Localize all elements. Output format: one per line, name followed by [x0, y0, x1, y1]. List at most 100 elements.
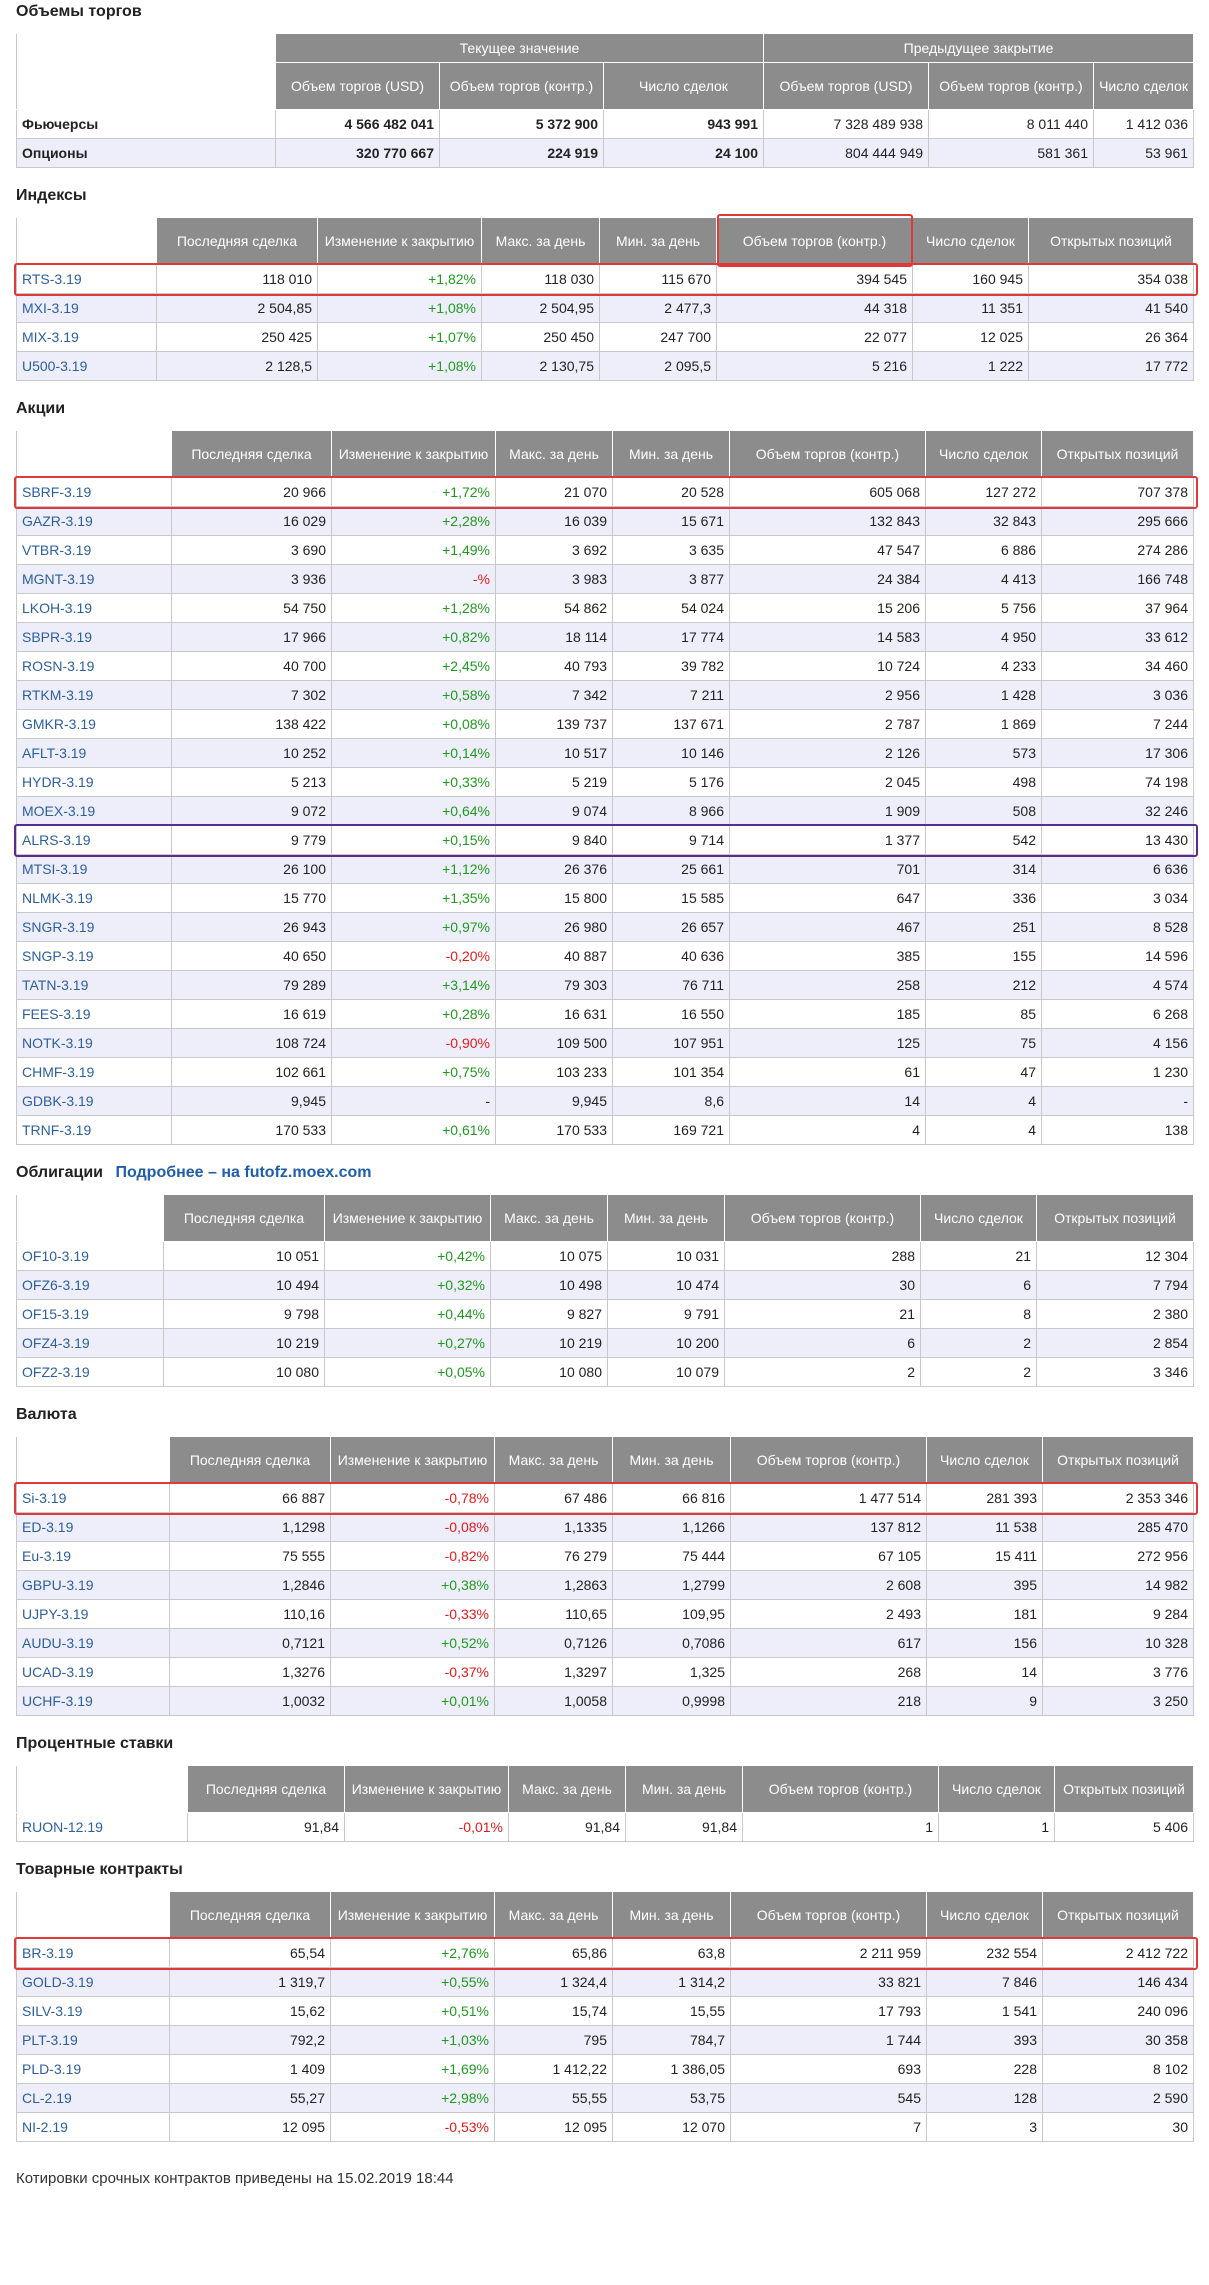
currency-col-header[interactable]: Число сделок: [926, 1436, 1043, 1484]
contract-link[interactable]: PLD-3.19: [16, 2054, 170, 2084]
indices-col-header[interactable]: Открытых позиций: [1028, 217, 1194, 265]
contract-link[interactable]: GAZR-3.19: [16, 506, 172, 536]
contract-link[interactable]: OF10-3.19: [16, 1241, 164, 1271]
stocks-col-header[interactable]: Число сделок: [925, 430, 1042, 478]
rates-col-header[interactable]: Макс. за день: [508, 1765, 626, 1813]
contract-link[interactable]: SNGR-3.19: [16, 912, 172, 942]
contract-link[interactable]: TRNF-3.19: [16, 1115, 172, 1145]
contract-link[interactable]: UCAD-3.19: [16, 1657, 170, 1687]
value-cell: 8: [920, 1299, 1037, 1329]
value-cell: 3 692: [495, 535, 613, 565]
commodities-col-header[interactable]: Последняя сделка: [169, 1891, 331, 1939]
bonds-details-link[interactable]: Подробнее – на futofz.moex.com: [115, 1164, 372, 1181]
rates-col-header[interactable]: Объем торгов (контр.): [742, 1765, 939, 1813]
commodities-col-header[interactable]: Мин. за день: [612, 1891, 731, 1939]
bonds-col-header[interactable]: Число сделок: [920, 1194, 1037, 1242]
currency-col-header[interactable]: Мин. за день: [612, 1436, 731, 1484]
contract-link[interactable]: RTS-3.19: [16, 264, 157, 294]
rates-col-header[interactable]: Последняя сделка: [187, 1765, 345, 1813]
bonds-col-header[interactable]: Последняя сделка: [163, 1194, 325, 1242]
contract-link[interactable]: AUDU-3.19: [16, 1628, 170, 1658]
contract-link[interactable]: OF15-3.19: [16, 1299, 164, 1329]
indices-col-header[interactable]: Последняя сделка: [156, 217, 318, 265]
contract-link[interactable]: FEES-3.19: [16, 999, 172, 1029]
contract-link[interactable]: NOTK-3.19: [16, 1028, 172, 1058]
rates-col-header[interactable]: Мин. за день: [625, 1765, 743, 1813]
currency-col-header[interactable]: Последняя сделка: [169, 1436, 331, 1484]
contract-link[interactable]: AFLT-3.19: [16, 738, 172, 768]
indices-col-header[interactable]: Изменение к закрытию: [317, 217, 482, 265]
contract-link[interactable]: SNGP-3.19: [16, 941, 172, 971]
commodities-col-header[interactable]: Макс. за день: [494, 1891, 613, 1939]
stocks-col-header[interactable]: Последняя сделка: [171, 430, 332, 478]
bonds-col-header[interactable]: Изменение к закрытию: [324, 1194, 491, 1242]
value-cell: 2 380: [1036, 1299, 1194, 1329]
indices-col-header[interactable]: Макс. за день: [481, 217, 600, 265]
contract-link[interactable]: BR-3.19: [16, 1938, 170, 1968]
contract-link[interactable]: OFZ6-3.19: [16, 1270, 164, 1300]
commodities-col-header[interactable]: Объем торгов (контр.): [730, 1891, 927, 1939]
stocks-col-header[interactable]: Мин. за день: [612, 430, 730, 478]
contract-link[interactable]: GBPU-3.19: [16, 1570, 170, 1600]
change-cell: +0,58%: [331, 680, 496, 710]
contract-link[interactable]: UCHF-3.19: [16, 1686, 170, 1716]
commodities-col-header[interactable]: Открытых позиций: [1042, 1891, 1194, 1939]
contract-link[interactable]: HYDR-3.19: [16, 767, 172, 797]
rates-col-header[interactable]: Число сделок: [938, 1765, 1055, 1813]
indices-col-header[interactable]: Мин. за день: [599, 217, 717, 265]
contract-link[interactable]: VTBR-3.19: [16, 535, 172, 565]
rates-col-header[interactable]: Изменение к закрытию: [344, 1765, 509, 1813]
contract-link[interactable]: PLT-3.19: [16, 2025, 170, 2055]
contract-link[interactable]: MGNT-3.19: [16, 564, 172, 594]
contract-link[interactable]: ALRS-3.19: [16, 825, 172, 855]
contract-link[interactable]: RTKM-3.19: [16, 680, 172, 710]
contract-link[interactable]: CHMF-3.19: [16, 1057, 172, 1087]
contract-link[interactable]: TATN-3.19: [16, 970, 172, 1000]
bonds-col-header[interactable]: Открытых позиций: [1036, 1194, 1194, 1242]
contract-link[interactable]: SILV-3.19: [16, 1996, 170, 2026]
contract-link[interactable]: OFZ2-3.19: [16, 1357, 164, 1387]
contract-link[interactable]: Si-3.19: [16, 1483, 170, 1513]
contract-link[interactable]: Eu-3.19: [16, 1541, 170, 1571]
bonds-col-header[interactable]: Макс. за день: [490, 1194, 608, 1242]
contract-link[interactable]: ROSN-3.19: [16, 651, 172, 681]
value-cell: 75 444: [612, 1541, 731, 1571]
contract-link[interactable]: LKOH-3.19: [16, 593, 172, 623]
contract-link[interactable]: MXI-3.19: [16, 293, 157, 323]
contract-link[interactable]: MOEX-3.19: [16, 796, 172, 826]
contract-link[interactable]: NLMK-3.19: [16, 883, 172, 913]
value-cell: 118 030: [481, 264, 600, 294]
contract-link[interactable]: SBRF-3.19: [16, 477, 172, 507]
contract-link[interactable]: U500-3.19: [16, 351, 157, 381]
value-cell: 10 517: [495, 738, 613, 768]
bonds-col-header[interactable]: Объем торгов (контр.): [724, 1194, 921, 1242]
contract-link[interactable]: UJPY-3.19: [16, 1599, 170, 1629]
rates-col-header[interactable]: Открытых позиций: [1054, 1765, 1194, 1813]
indices-col-header[interactable]: Объем торгов (контр.): [716, 217, 913, 265]
currency-col-header[interactable]: Открытых позиций: [1042, 1436, 1194, 1484]
commodities-col-header[interactable]: Изменение к закрытию: [330, 1891, 495, 1939]
currency-col-header[interactable]: Макс. за день: [494, 1436, 613, 1484]
stocks-col-header[interactable]: Изменение к закрытию: [331, 430, 496, 478]
stocks-col-header[interactable]: Объем торгов (контр.): [729, 430, 926, 478]
currency-col-header[interactable]: Изменение к закрытию: [330, 1436, 495, 1484]
currency-col-header[interactable]: Объем торгов (контр.): [730, 1436, 927, 1484]
contract-link[interactable]: GOLD-3.19: [16, 1967, 170, 1997]
contract-link[interactable]: OFZ4-3.19: [16, 1328, 164, 1358]
stocks-col-header[interactable]: Открытых позиций: [1041, 430, 1194, 478]
contract-link[interactable]: MTSI-3.19: [16, 854, 172, 884]
contract-link[interactable]: NI-2.19: [16, 2112, 170, 2142]
contract-link[interactable]: CL-2.19: [16, 2083, 170, 2113]
stocks-row: HYDR-3.19 5 213 +0,33% 5 219 5 176 2 045 498 74…: [16, 767, 1194, 797]
commodities-col-header[interactable]: Число сделок: [926, 1891, 1043, 1939]
contract-link[interactable]: SBPR-3.19: [16, 622, 172, 652]
contract-link[interactable]: ED-3.19: [16, 1512, 170, 1542]
stocks-col-header[interactable]: Макс. за день: [495, 430, 613, 478]
contract-link[interactable]: GDBK-3.19: [16, 1086, 172, 1116]
indices-col-header[interactable]: Число сделок: [912, 217, 1029, 265]
contract-link[interactable]: GMKR-3.19: [16, 709, 172, 739]
bonds-col-header[interactable]: Мин. за день: [607, 1194, 725, 1242]
contract-link[interactable]: RUON-12.19: [16, 1812, 188, 1842]
contract-link[interactable]: MIX-3.19: [16, 322, 157, 352]
value-cell: 33 821: [730, 1967, 927, 1997]
